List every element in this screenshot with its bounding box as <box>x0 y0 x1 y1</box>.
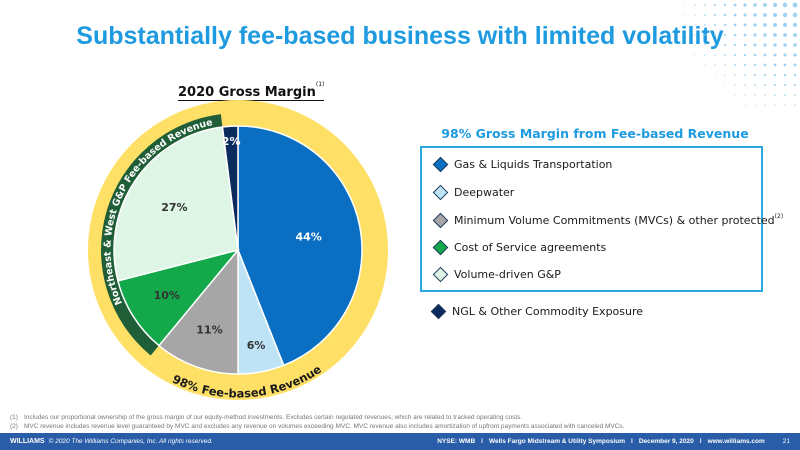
slice-label: 6% <box>247 339 266 352</box>
legend-item-deepwater: Deepwater <box>432 182 514 202</box>
chart-title-text: 2020 Gross Margin <box>178 85 316 100</box>
legend-item-mvc: Minimum Volume Commitments (MVCs) & othe… <box>432 210 783 230</box>
decorative-dot-pattern <box>684 2 798 106</box>
chart-title: 2020 Gross Margin(1) <box>178 81 325 101</box>
pie-slice <box>237 125 363 367</box>
footnotes: (1) Includes our proportional ownership … <box>10 413 790 431</box>
legend-swatch-icon <box>430 303 447 319</box>
legend-label: Cost of Service agreements <box>454 240 607 254</box>
footer-brand: WILLIAMS <box>10 438 45 445</box>
footer-event: Wells Fargo Midstream & Utility Symposiu… <box>488 438 625 445</box>
legend-swatch-icon <box>432 184 449 200</box>
slice-label: 44% <box>295 231 321 244</box>
pie-slice <box>157 247 239 375</box>
footer-bar: WILLIAMS © 2020 The Williams Companies, … <box>0 433 800 450</box>
slice-label: 2% <box>222 135 241 148</box>
chart-title-note: (1) <box>315 81 325 88</box>
legend-label: Deepwater <box>454 185 515 199</box>
legend-swatch-icon <box>432 266 449 282</box>
footer-copyright: © 2020 The Williams Companies, Inc. All … <box>48 438 213 445</box>
footnote: (2) MVC revenue includes revenue level g… <box>10 423 625 430</box>
legend-item-volume-driven: Volume-driven G&P <box>432 264 561 284</box>
footer-date: December 9, 2020 <box>638 438 694 445</box>
legend-label: NGL & Other Commodity Exposure <box>452 304 644 318</box>
slice-label: 27% <box>161 201 187 214</box>
footer-ticker: NYSE: WMB <box>437 438 476 445</box>
slice-label: 11% <box>196 323 222 336</box>
legend-label: Minimum Volume Commitments (MVCs) & othe… <box>454 213 775 227</box>
pie-slice <box>221 125 239 251</box>
legend-title: 98% Gross Margin from Fee-based Revenue <box>441 126 749 141</box>
legend-label: Volume-driven G&P <box>454 267 561 281</box>
slide-title: Substantially fee-based business with li… <box>76 22 724 50</box>
slice-label: 10% <box>154 289 180 302</box>
pie-slice <box>113 126 239 282</box>
footer-website[interactable]: www.williams.com <box>707 438 765 445</box>
legend-item-ngl-commodity: NGL & Other Commodity Exposure <box>430 301 643 321</box>
page-number: 21 <box>782 438 790 445</box>
legend-swatch-icon <box>432 239 449 255</box>
footer-info: NYSE: WMB I Wells Fargo Midstream & Util… <box>437 438 790 445</box>
legend-note: (2) <box>774 212 784 220</box>
legend-swatch-icon <box>432 156 449 172</box>
legend-swatch-icon <box>432 212 449 228</box>
legend-box: Gas & Liquids Transportation Deepwater M… <box>420 146 783 292</box>
footnote: (1) Includes our proportional ownership … <box>10 414 523 421</box>
legend-item-gas-liquids: Gas & Liquids Transportation <box>432 154 612 174</box>
legend-label: Gas & Liquids Transportation <box>454 157 613 171</box>
legend-item-cost-of-service: Cost of Service agreements <box>432 237 606 257</box>
